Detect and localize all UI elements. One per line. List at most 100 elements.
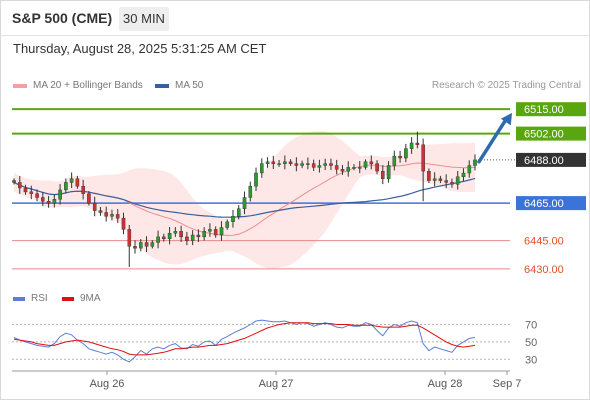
- candle-body: [127, 229, 132, 247]
- rsi-line: [13, 319, 476, 363]
- candle-body: [110, 214, 114, 217]
- candle-body: [133, 246, 137, 249]
- candle: [398, 150, 402, 163]
- candle: [110, 209, 114, 221]
- candle-body: [415, 142, 420, 146]
- candle-body: [12, 180, 16, 183]
- candle-body: [277, 163, 281, 165]
- timestamp: Thursday, August 28, 2025 5:31:25 AM CET: [13, 41, 267, 56]
- x-tick-label: Sep 7: [493, 378, 522, 390]
- legend-rsi-label: RSI: [31, 293, 48, 304]
- candle: [161, 233, 166, 242]
- candle: [450, 178, 454, 188]
- candle: [334, 159, 339, 175]
- candle-body: [58, 189, 62, 200]
- candle: [386, 161, 391, 183]
- candle: [317, 159, 322, 173]
- candle: [173, 227, 178, 237]
- candle: [311, 159, 316, 171]
- candle: [69, 172, 74, 189]
- legend-ma50: MA 50: [155, 80, 203, 91]
- candle: [375, 160, 379, 175]
- candle-body: [46, 200, 51, 204]
- ma50-line: [13, 177, 476, 218]
- candle: [409, 137, 414, 154]
- rsi-ma-line: [13, 322, 476, 356]
- candle: [179, 225, 183, 242]
- candle-body: [98, 210, 103, 213]
- candle: [115, 209, 120, 223]
- candle-body: [121, 217, 126, 230]
- candle-body: [271, 161, 276, 164]
- candle-body: [450, 182, 454, 185]
- candle: [438, 175, 443, 184]
- rsi-tick-label: 50: [525, 337, 537, 349]
- candle-body: [92, 202, 97, 211]
- candle: [138, 239, 143, 252]
- candle-body: [283, 161, 287, 164]
- candle-body: [242, 197, 247, 210]
- candle: [150, 240, 155, 249]
- candle: [358, 161, 362, 174]
- candle-body: [334, 165, 339, 170]
- candle-body: [41, 197, 45, 202]
- candle-body: [340, 169, 345, 172]
- candle: [306, 157, 310, 170]
- candle-body: [265, 161, 270, 164]
- candle: [225, 219, 230, 230]
- candle: [265, 157, 270, 168]
- candle: [29, 185, 34, 200]
- candle-body: [323, 163, 328, 166]
- candle: [219, 221, 224, 241]
- level-label-6465-00-bg: [516, 196, 586, 211]
- candle-body: [179, 231, 183, 238]
- candle-body: [236, 208, 241, 217]
- candle: [288, 159, 293, 166]
- candle: [127, 224, 132, 267]
- candle: [381, 165, 385, 185]
- candle: [461, 168, 466, 182]
- candle: [248, 181, 253, 202]
- candle-body: [219, 227, 224, 236]
- rsi-tick-label: 70: [525, 320, 537, 332]
- interval-button[interactable]: 30 MIN: [119, 7, 169, 31]
- candle-body: [29, 191, 34, 194]
- candle: [300, 160, 304, 169]
- candle: [421, 138, 426, 202]
- level-label-6465-00: 6465.00: [524, 198, 564, 210]
- candle-body: [161, 236, 166, 239]
- ma50-swatch: [155, 83, 169, 88]
- candle: [81, 179, 85, 200]
- candle: [98, 206, 103, 216]
- candle-body: [167, 232, 172, 239]
- candle: [167, 227, 172, 245]
- candle: [467, 160, 472, 178]
- candle: [144, 236, 149, 252]
- candle: [92, 196, 97, 217]
- legend-9ma: 9MA: [62, 293, 101, 304]
- candle-body: [455, 176, 460, 185]
- top-bar: S&P 500 (CME) 30 MIN: [0, 0, 590, 36]
- candle-body: [225, 221, 230, 228]
- x-tick-label: Aug 28: [428, 378, 463, 390]
- level-label-6488-00-bg: [516, 152, 586, 167]
- candle-body: [473, 159, 477, 166]
- candle: [46, 196, 51, 208]
- candle: [190, 230, 195, 246]
- x-tick-label: Aug 26: [90, 378, 125, 390]
- candle-body: [444, 180, 449, 183]
- candle: [352, 164, 356, 171]
- candle: [260, 158, 264, 178]
- candle: [121, 212, 126, 235]
- candle: [52, 194, 57, 208]
- candle-body: [23, 187, 28, 193]
- candle-body: [173, 231, 178, 234]
- legend-ma20-label: MA 20 + Bollinger Bands: [33, 80, 143, 91]
- candle: [432, 172, 437, 187]
- candle-body: [260, 163, 264, 174]
- candle: [283, 155, 287, 170]
- rsi-ma-swatch: [62, 296, 74, 301]
- rsi-tick-label: 30: [525, 354, 537, 366]
- candle-body: [300, 163, 304, 166]
